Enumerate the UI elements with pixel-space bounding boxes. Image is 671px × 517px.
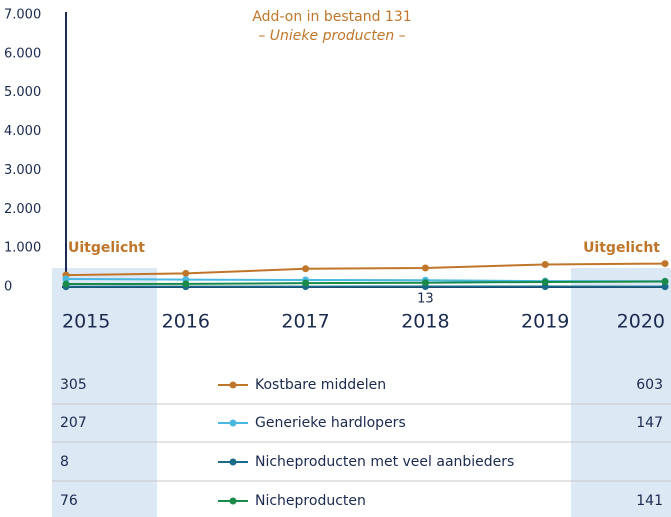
data-point <box>302 265 310 273</box>
data-point <box>541 260 549 268</box>
cell: 147 <box>636 415 663 431</box>
y-tick-label: 2.000 <box>4 202 41 217</box>
data-point <box>661 278 669 286</box>
highlight-label: Uitgelicht <box>583 240 660 256</box>
y-tick-label: 6.000 <box>4 46 41 61</box>
x-tick-label: 2019 <box>521 311 569 333</box>
y-tick-label: 7.000 <box>4 8 41 23</box>
y-tick-label: 0 <box>4 280 12 295</box>
highlight-band <box>52 268 157 517</box>
series-line <box>65 280 666 286</box>
cell: 305 <box>60 377 87 393</box>
data-point <box>182 280 190 288</box>
highlight-band <box>571 268 671 517</box>
legend-label: Generieke hardlopers <box>255 415 406 431</box>
data-point <box>661 260 669 268</box>
data-point <box>661 283 669 291</box>
legend-dot <box>229 381 237 389</box>
x-tick-label: 2016 <box>162 311 210 333</box>
cell: 8 <box>60 454 69 470</box>
legend-label: Kostbare middelen <box>255 377 386 393</box>
chart-title: Add-on in bestand 131 <box>252 9 411 25</box>
data-point <box>62 275 70 283</box>
cell: 76 <box>60 493 78 509</box>
legend-label: Nicheproducten <box>255 493 366 509</box>
cell: 207 <box>60 415 87 431</box>
highlight-label: Uitgelicht <box>68 240 145 256</box>
chart-subtitle: – Unieke producten – <box>258 28 405 44</box>
data-point <box>302 279 310 287</box>
legend-dot <box>229 497 237 505</box>
series-line <box>65 262 666 277</box>
x-tick-label: 2015 <box>62 311 110 333</box>
y-tick-label: 1.000 <box>4 241 41 256</box>
data-point <box>541 278 549 286</box>
cell: 141 <box>636 493 663 509</box>
x-tick-label: 2018 <box>401 311 449 333</box>
data-point <box>421 279 429 287</box>
data-point <box>62 280 70 288</box>
x-tick-label: 2017 <box>281 311 329 333</box>
y-tick-label: 4.000 <box>4 124 41 139</box>
y-tick-label: 5.000 <box>4 85 41 100</box>
legend-dot <box>229 458 237 466</box>
y-tick-label: 3.000 <box>4 163 41 178</box>
cell: 603 <box>636 377 663 393</box>
legend-dot <box>229 419 237 427</box>
data-label: 13 <box>417 292 434 307</box>
data-point <box>421 264 429 272</box>
x-tick-label: 2020 <box>617 311 665 333</box>
legend-label: Nicheproducten met veel aanbieders <box>255 454 514 470</box>
data-point <box>182 269 190 277</box>
